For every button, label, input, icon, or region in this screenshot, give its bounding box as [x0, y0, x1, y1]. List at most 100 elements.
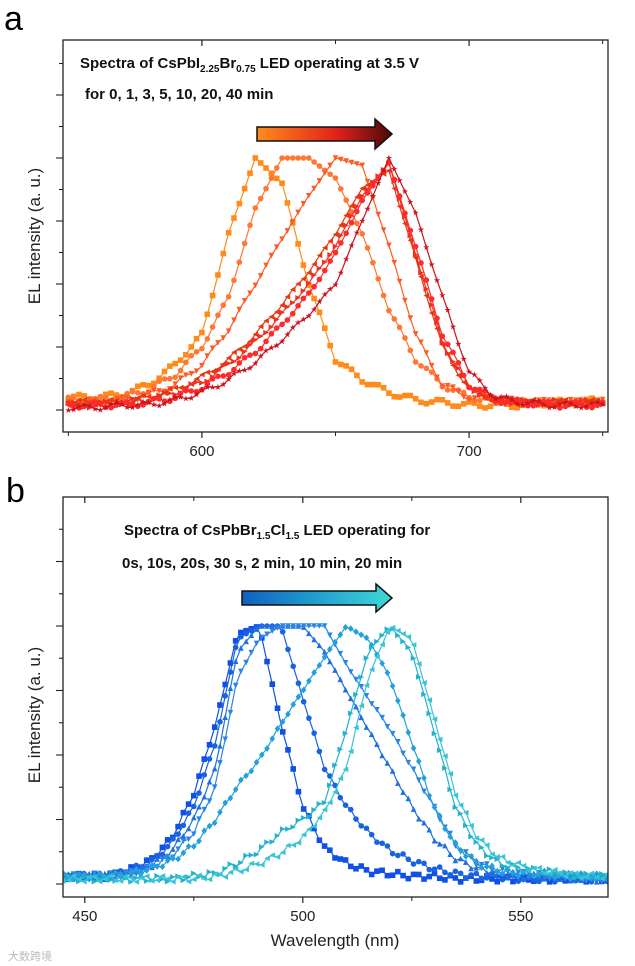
data-point-triangle-right	[164, 878, 171, 885]
data-point-triangle-left	[478, 837, 485, 843]
data-point-star	[161, 400, 168, 407]
data-point-circle	[515, 878, 521, 884]
data-point-triangle-right	[434, 319, 440, 326]
data-point-triangle-left	[112, 877, 119, 883]
data-point-triangle-right	[185, 874, 192, 881]
data-point-triangle-left	[332, 789, 338, 795]
data-point-circle	[247, 222, 253, 229]
data-point-triangle-left	[269, 852, 276, 858]
data-point-diamond	[185, 843, 192, 850]
data-point-circle	[439, 333, 446, 340]
data-point-circle	[236, 360, 243, 366]
series-40-min	[65, 154, 606, 414]
data-point-triangle-left	[248, 860, 255, 867]
data-point-triangle-right	[509, 401, 515, 407]
data-point-triangle-right	[418, 269, 424, 276]
data-point-triangle-down	[567, 396, 574, 403]
data-point-diamond	[395, 697, 401, 705]
data-point-circle	[327, 773, 333, 779]
data-point-square	[431, 870, 438, 877]
data-point-square	[386, 390, 392, 396]
x-tick-label: 550	[508, 908, 533, 925]
data-point-star	[86, 402, 93, 409]
data-point-diamond	[285, 710, 291, 718]
data-point-circle	[238, 633, 244, 640]
data-point-triangle-down	[405, 759, 412, 766]
data-point-triangle-down	[311, 185, 317, 192]
data-point-circle	[431, 866, 438, 872]
data-point-circle	[305, 290, 312, 296]
data-point-triangle-left	[389, 624, 396, 631]
data-point-circle	[231, 277, 237, 284]
panel-b-xlabel: Wavelength (nm)	[271, 931, 400, 950]
data-point-triangle-right	[316, 265, 323, 272]
data-point-square	[295, 241, 301, 247]
data-point-triangle-down	[236, 306, 243, 313]
data-point-star	[530, 397, 537, 404]
data-point-square	[220, 250, 227, 257]
data-point-diamond	[206, 822, 213, 830]
data-point-triangle-left	[172, 384, 179, 391]
data-point-circle	[227, 669, 234, 675]
data-point-triangle-up	[593, 879, 600, 885]
data-point-diamond	[75, 870, 82, 878]
panel-label-b: b	[6, 472, 25, 510]
data-point-circle	[347, 806, 354, 813]
data-point-triangle-left	[604, 872, 608, 876]
data-point-circle	[418, 260, 424, 266]
data-point-triangle-left	[81, 396, 88, 403]
data-point-square	[327, 847, 333, 853]
data-point-diamond	[389, 682, 396, 690]
data-point-circle	[129, 388, 136, 395]
data-point-circle	[444, 387, 451, 393]
data-point-square	[285, 747, 291, 753]
data-point-triangle-right	[70, 876, 77, 883]
data-point-star	[220, 381, 227, 388]
data-point-star	[198, 386, 206, 393]
x-tick-label: 600	[189, 443, 214, 460]
data-point-square	[264, 658, 270, 665]
data-point-triangle-up	[185, 825, 192, 832]
data-point-triangle-up	[232, 658, 239, 664]
data-point-triangle-left	[359, 185, 366, 192]
series-line	[63, 626, 608, 883]
data-point-triangle-left	[384, 629, 391, 636]
data-point-triangle-right	[238, 859, 244, 866]
data-point-triangle-left	[241, 343, 248, 350]
data-point-triangle-left	[374, 653, 380, 660]
data-point-triangle-right	[483, 853, 490, 859]
data-point-triangle-down	[248, 649, 255, 656]
data-point-triangle-right	[241, 348, 248, 355]
data-point-diamond	[347, 625, 354, 632]
data-point-triangle-right	[583, 397, 590, 403]
data-point-circle	[391, 316, 398, 322]
data-point-star	[465, 368, 473, 375]
data-point-triangle-left	[311, 261, 317, 267]
data-point-circle	[468, 872, 474, 878]
data-point-triangle-down	[263, 262, 269, 269]
data-point-circle	[374, 839, 380, 845]
data-point-star	[342, 255, 350, 262]
data-point-star	[487, 391, 494, 398]
data-point-diamond	[232, 786, 239, 793]
data-point-triangle-left	[191, 876, 197, 883]
data-point-triangle-right	[384, 626, 391, 632]
data-point-triangle-down	[515, 869, 521, 875]
data-point-triangle-down	[463, 849, 469, 855]
data-point-triangle-left	[552, 866, 558, 873]
data-point-circle	[530, 402, 536, 409]
data-point-circle	[151, 395, 157, 402]
data-point-square	[232, 638, 239, 644]
data-point-triangle-up	[442, 842, 448, 849]
data-point-square	[247, 170, 253, 177]
data-point-square	[201, 756, 208, 762]
data-point-square	[363, 867, 370, 873]
data-point-triangle-right	[447, 786, 453, 793]
data-point-circle	[396, 193, 403, 199]
data-point-square	[206, 741, 213, 748]
data-point-circle	[460, 389, 467, 396]
data-point-circle	[322, 267, 328, 274]
data-point-triangle-right	[263, 329, 269, 336]
data-point-triangle-right	[332, 762, 338, 768]
data-point-circle	[354, 208, 360, 215]
